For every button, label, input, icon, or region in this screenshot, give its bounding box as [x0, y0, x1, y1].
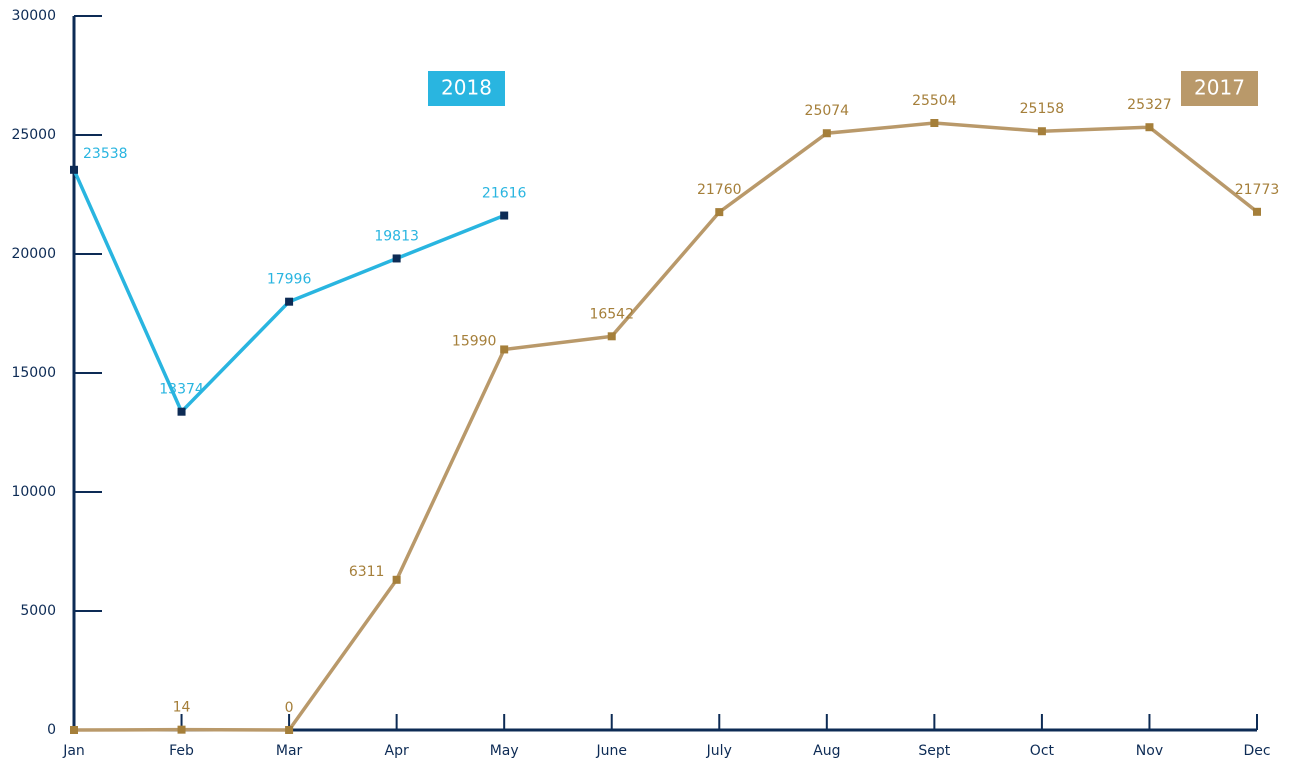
data-label: 17996 — [267, 272, 312, 288]
x-tick-label: Dec — [1243, 743, 1270, 759]
y-tick-label: 5000 — [20, 603, 56, 619]
data-label: 23538 — [83, 146, 128, 162]
x-tick-label: June — [595, 743, 627, 759]
data-label: 19813 — [374, 228, 419, 244]
marker — [500, 211, 509, 220]
data-label: 21760 — [697, 182, 742, 198]
data-label: 13374 — [159, 382, 204, 398]
x-tick-label: Mar — [276, 743, 303, 759]
marker — [822, 129, 831, 138]
x-tick-label: Oct — [1030, 743, 1055, 759]
data-label: 25074 — [805, 103, 850, 119]
data-label: 0 — [285, 700, 294, 716]
y-tick-label: 0 — [47, 722, 56, 738]
marker — [392, 254, 401, 263]
x-tick-label: Feb — [169, 743, 194, 759]
x-tick-label: Apr — [385, 743, 409, 759]
marker — [285, 297, 294, 306]
marker — [607, 332, 616, 341]
data-label: 15990 — [452, 333, 497, 349]
data-label: 6311 — [349, 564, 385, 580]
marker — [1145, 123, 1154, 132]
marker — [70, 165, 78, 174]
series-line — [73, 121, 1259, 732]
x-tick-label: Nov — [1136, 743, 1163, 759]
data-label: 21616 — [482, 186, 527, 202]
marker — [1253, 207, 1261, 216]
marker — [715, 208, 724, 217]
y-tick-label: 15000 — [11, 365, 56, 381]
x-tick-label: Aug — [813, 743, 840, 759]
series-line — [72, 169, 505, 415]
data-label: 25504 — [912, 93, 957, 109]
legend-box — [1181, 71, 1258, 106]
x-tick-label: May — [490, 743, 519, 759]
marker — [70, 726, 78, 734]
x-tick-label: Jan — [62, 743, 85, 759]
marker — [500, 345, 509, 354]
data-label: 16542 — [589, 306, 634, 322]
marker — [930, 119, 939, 128]
marker — [177, 725, 186, 734]
x-tick-label: Sept — [918, 743, 950, 759]
y-tick-label: 10000 — [11, 484, 56, 500]
y-tick-label: 20000 — [11, 246, 56, 262]
marker — [392, 575, 401, 584]
x-tick-label: July — [706, 743, 732, 759]
legend-label: 2017 — [1194, 76, 1245, 100]
y-tick-label: 25000 — [11, 127, 56, 143]
data-label: 21773 — [1235, 182, 1280, 198]
data-label: 14 — [173, 700, 191, 716]
marker — [1037, 127, 1046, 136]
legend-box — [428, 71, 505, 106]
y-tick-label: 30000 — [11, 8, 56, 24]
legend-label: 2018 — [441, 76, 492, 100]
marker — [285, 726, 294, 734]
data-label: 25327 — [1127, 97, 1172, 113]
data-label: 25158 — [1020, 101, 1065, 117]
marker — [177, 407, 186, 416]
